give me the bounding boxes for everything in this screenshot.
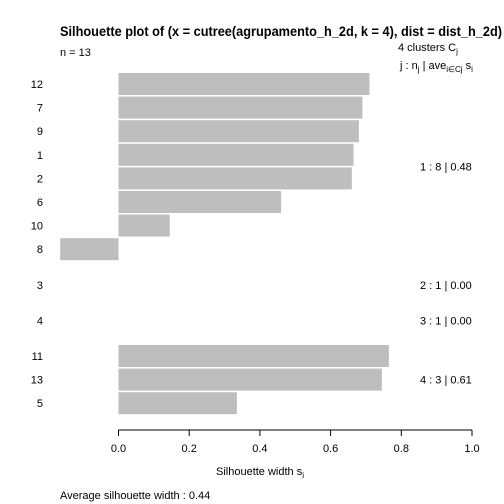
bars-group xyxy=(60,73,389,415)
observation-label-2: 2 xyxy=(37,173,43,185)
legend-header-stats-s-sub: i xyxy=(471,65,473,74)
silhouette-bar-11 xyxy=(118,345,389,367)
average-silhouette-footer: Average silhouette width : 0.44 xyxy=(60,490,210,502)
cluster-summary-1: 1 : 8 | 0.48 xyxy=(420,162,472,174)
x-tick-label-0.2: 0.2 xyxy=(182,443,197,455)
observation-label-3: 3 xyxy=(37,280,43,292)
observation-label-8: 8 xyxy=(37,244,43,256)
legend-header-clusters-text: 4 clusters C xyxy=(398,42,456,54)
observation-label-12: 12 xyxy=(31,79,43,91)
silhouette-bar-12 xyxy=(118,73,370,95)
legend-header-stats-s: s xyxy=(463,60,472,72)
observation-label-7: 7 xyxy=(37,103,43,115)
cluster-summary-3: 3 : 1 | 0.00 xyxy=(420,315,472,327)
x-axis-label-text: Silhouette width s xyxy=(216,466,303,478)
silhouette-bar-7 xyxy=(118,96,363,119)
legend-header-stats: j : nj | avei∈Cj si xyxy=(399,60,473,74)
legend-header-stats-ave: | ave xyxy=(420,60,447,72)
legend-header-clusters: 4 clusters Cj xyxy=(398,42,458,56)
observation-label-4: 4 xyxy=(37,315,43,327)
silhouette-bar-1 xyxy=(118,143,354,166)
observation-label-5: 5 xyxy=(37,398,43,410)
x-axis: 0.0 0.2 0.4 0.6 0.8 1.0 xyxy=(111,429,480,455)
cluster-summaries: 1 : 8 | 0.48 2 : 1 | 0.00 3 : 1 | 0.00 4 : … xyxy=(420,162,472,387)
x-tick-label-0.4: 0.4 xyxy=(252,443,267,455)
silhouette-bar-10 xyxy=(118,214,170,237)
observation-label-13: 13 xyxy=(31,375,43,387)
silhouette-bar-9 xyxy=(118,120,359,143)
legend-header-stats-sub: j xyxy=(417,65,420,74)
legend-header-stats-ave-sub: i∈Cj xyxy=(446,65,463,74)
x-tick-label-0.8: 0.8 xyxy=(394,443,409,455)
observation-label-1: 1 xyxy=(37,150,43,162)
observation-label-11: 11 xyxy=(32,351,43,363)
x-axis-label-sub: i xyxy=(302,471,304,480)
x-axis-label: Silhouette width si xyxy=(216,466,304,480)
x-tick-label-0.6: 0.6 xyxy=(323,443,338,455)
silhouette-bar-13 xyxy=(118,368,382,391)
observation-label-10: 10 xyxy=(31,221,43,233)
silhouette-bar-6 xyxy=(118,191,282,213)
silhouette-bar-5 xyxy=(118,392,237,415)
chart-title: Silhouette plot of (x = cutree(agrupamen… xyxy=(60,23,502,39)
cluster-summary-2: 2 : 1 | 0.00 xyxy=(420,280,472,292)
silhouette-bar-2 xyxy=(118,167,352,190)
legend-header-clusters-sub: j xyxy=(455,47,458,56)
silhouette-bar-8 xyxy=(60,238,119,261)
cluster-summary-4: 4 : 3 | 0.61 xyxy=(420,375,472,387)
n-label: n = 13 xyxy=(60,47,91,59)
observation-label-9: 9 xyxy=(37,126,43,138)
x-tick-label-1.0: 1.0 xyxy=(464,443,479,455)
observation-label-6: 6 xyxy=(37,197,43,209)
x-tick-label-0.0: 0.0 xyxy=(111,443,126,455)
legend-header-stats-j: j : n xyxy=(399,60,418,72)
